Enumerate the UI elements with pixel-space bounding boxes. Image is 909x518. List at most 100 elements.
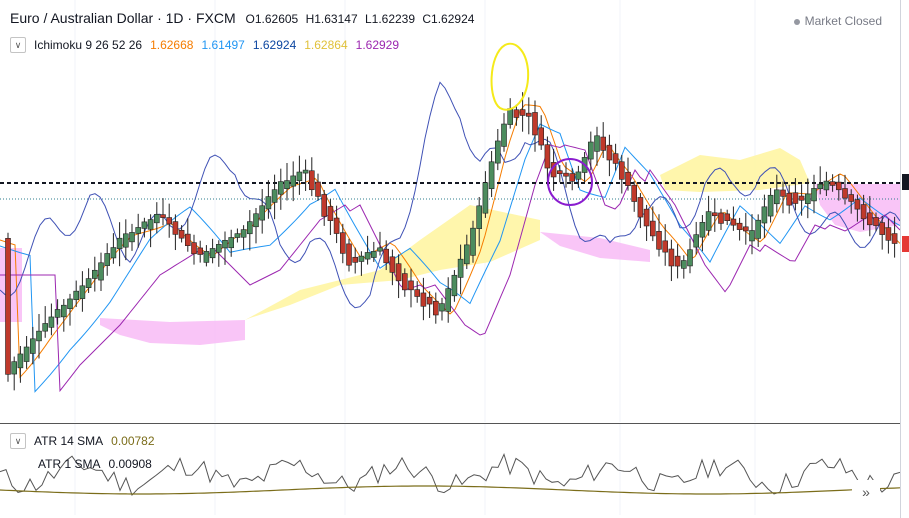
- candle-body: [798, 195, 805, 201]
- candle-body: [445, 288, 452, 312]
- candle-body: [370, 251, 377, 258]
- ichimoku-value-4: 1.62864: [304, 38, 348, 52]
- candle-body: [885, 227, 892, 241]
- candle-body: [842, 188, 848, 199]
- candle-body: [339, 232, 346, 254]
- candle-body: [476, 205, 483, 229]
- candle-body: [470, 227, 476, 256]
- candle-body: [247, 221, 253, 235]
- candle-body: [680, 260, 687, 269]
- candle-body: [216, 244, 222, 253]
- candle-body: [606, 144, 613, 161]
- ichimoku-value-1: 1.62668: [150, 38, 194, 52]
- candle-body: [823, 180, 830, 191]
- price-chart[interactable]: [0, 0, 900, 422]
- candle-body: [451, 274, 458, 297]
- cloud-area: [660, 148, 810, 192]
- atr14-value: 0.00782: [111, 434, 155, 448]
- candle-body: [730, 218, 737, 226]
- candle-body: [761, 206, 768, 224]
- candle-body: [104, 253, 110, 266]
- candle-body: [277, 181, 284, 195]
- candle-body: [513, 109, 520, 118]
- price-scale-marks: [902, 174, 909, 252]
- candle-body: [228, 237, 234, 249]
- candle-body: [265, 196, 272, 210]
- cloud-area: [540, 232, 650, 262]
- candle-body: [191, 242, 197, 255]
- candle-body: [253, 213, 259, 228]
- ohlc-values: O1.62605 H1.63147 L1.62239 C1.62924: [246, 12, 479, 26]
- candle-body: [11, 361, 17, 375]
- candle-body: [755, 219, 762, 239]
- candle-body: [482, 182, 489, 214]
- atr-chart[interactable]: [0, 424, 900, 515]
- candle-body: [135, 227, 141, 234]
- candle-body: [848, 194, 855, 202]
- current-price-marker: [902, 236, 909, 252]
- atr1-line: [0, 453, 900, 497]
- candle-body: [501, 123, 507, 147]
- atr-pane[interactable]: ∨ ATR 14 SMA 0.00782 ATR 1 SMA 0.00908: [0, 423, 900, 515]
- ohlc-close: C1.62924: [422, 12, 475, 26]
- candle-body: [123, 233, 129, 248]
- candle-body: [36, 330, 42, 342]
- candle-body: [73, 290, 79, 301]
- candle-body: [259, 205, 266, 221]
- ichimoku-legend[interactable]: ∨ Ichimoku 9 26 52 26 1.62668 1.61497 1.…: [10, 37, 407, 53]
- candle-body: [873, 217, 879, 226]
- candle-body: [494, 140, 501, 164]
- candle-body: [147, 219, 154, 230]
- candle-body: [525, 112, 532, 117]
- candle-body: [166, 217, 172, 225]
- candle-body: [42, 323, 49, 332]
- main-chart-pane[interactable]: Euro / Australian Dollar · 1D · FXCM O1.…: [0, 0, 900, 422]
- double-chevron-right-icon[interactable]: »: [852, 480, 880, 504]
- candle-body: [92, 269, 98, 279]
- candle-body: [711, 212, 718, 217]
- market-status: Market Closed: [793, 14, 882, 28]
- candle-body: [811, 188, 817, 202]
- candle-body: [209, 248, 216, 259]
- price-scale[interactable]: [900, 0, 909, 518]
- candle-body: [693, 234, 700, 248]
- market-status-dot: [793, 18, 800, 25]
- candle-body: [197, 247, 203, 255]
- candle-body: [538, 127, 545, 146]
- candle-body: [817, 183, 824, 190]
- candle-body: [67, 298, 73, 309]
- atr14-legend[interactable]: ∨ ATR 14 SMA 0.00782: [10, 433, 163, 449]
- candle-body: [804, 193, 811, 204]
- candle-body: [749, 230, 755, 242]
- chevron-icon[interactable]: ∨: [10, 433, 26, 449]
- candle-body: [60, 304, 67, 318]
- candle-body: [705, 211, 712, 231]
- candle-body: [718, 212, 724, 224]
- market-status-label: Market Closed: [804, 14, 882, 28]
- candle-body: [656, 231, 662, 250]
- candle-body: [271, 189, 278, 203]
- candle-body: [327, 206, 334, 221]
- candle-body: [420, 292, 427, 307]
- close-price-marker: [902, 174, 909, 190]
- candle-body: [352, 256, 359, 263]
- atr14-line: [0, 485, 900, 495]
- atr1-legend[interactable]: ATR 1 SMA 0.00908: [38, 457, 160, 471]
- candle-body: [116, 237, 123, 249]
- candle-body: [773, 189, 780, 205]
- candle-body: [786, 192, 793, 206]
- candle-body: [780, 189, 786, 197]
- candle-body: [346, 243, 352, 266]
- candle-body: [414, 289, 421, 297]
- candle-body: [302, 169, 309, 174]
- candle-body: [17, 353, 24, 369]
- candle-body: [600, 136, 607, 151]
- candle-body: [290, 175, 297, 187]
- candle-body: [594, 135, 600, 152]
- candle-body: [618, 161, 625, 180]
- candle-body: [321, 194, 328, 217]
- candle-body: [519, 109, 526, 116]
- candle-body: [829, 181, 836, 186]
- candle-body: [408, 280, 414, 291]
- chevron-icon[interactable]: ∨: [10, 37, 26, 53]
